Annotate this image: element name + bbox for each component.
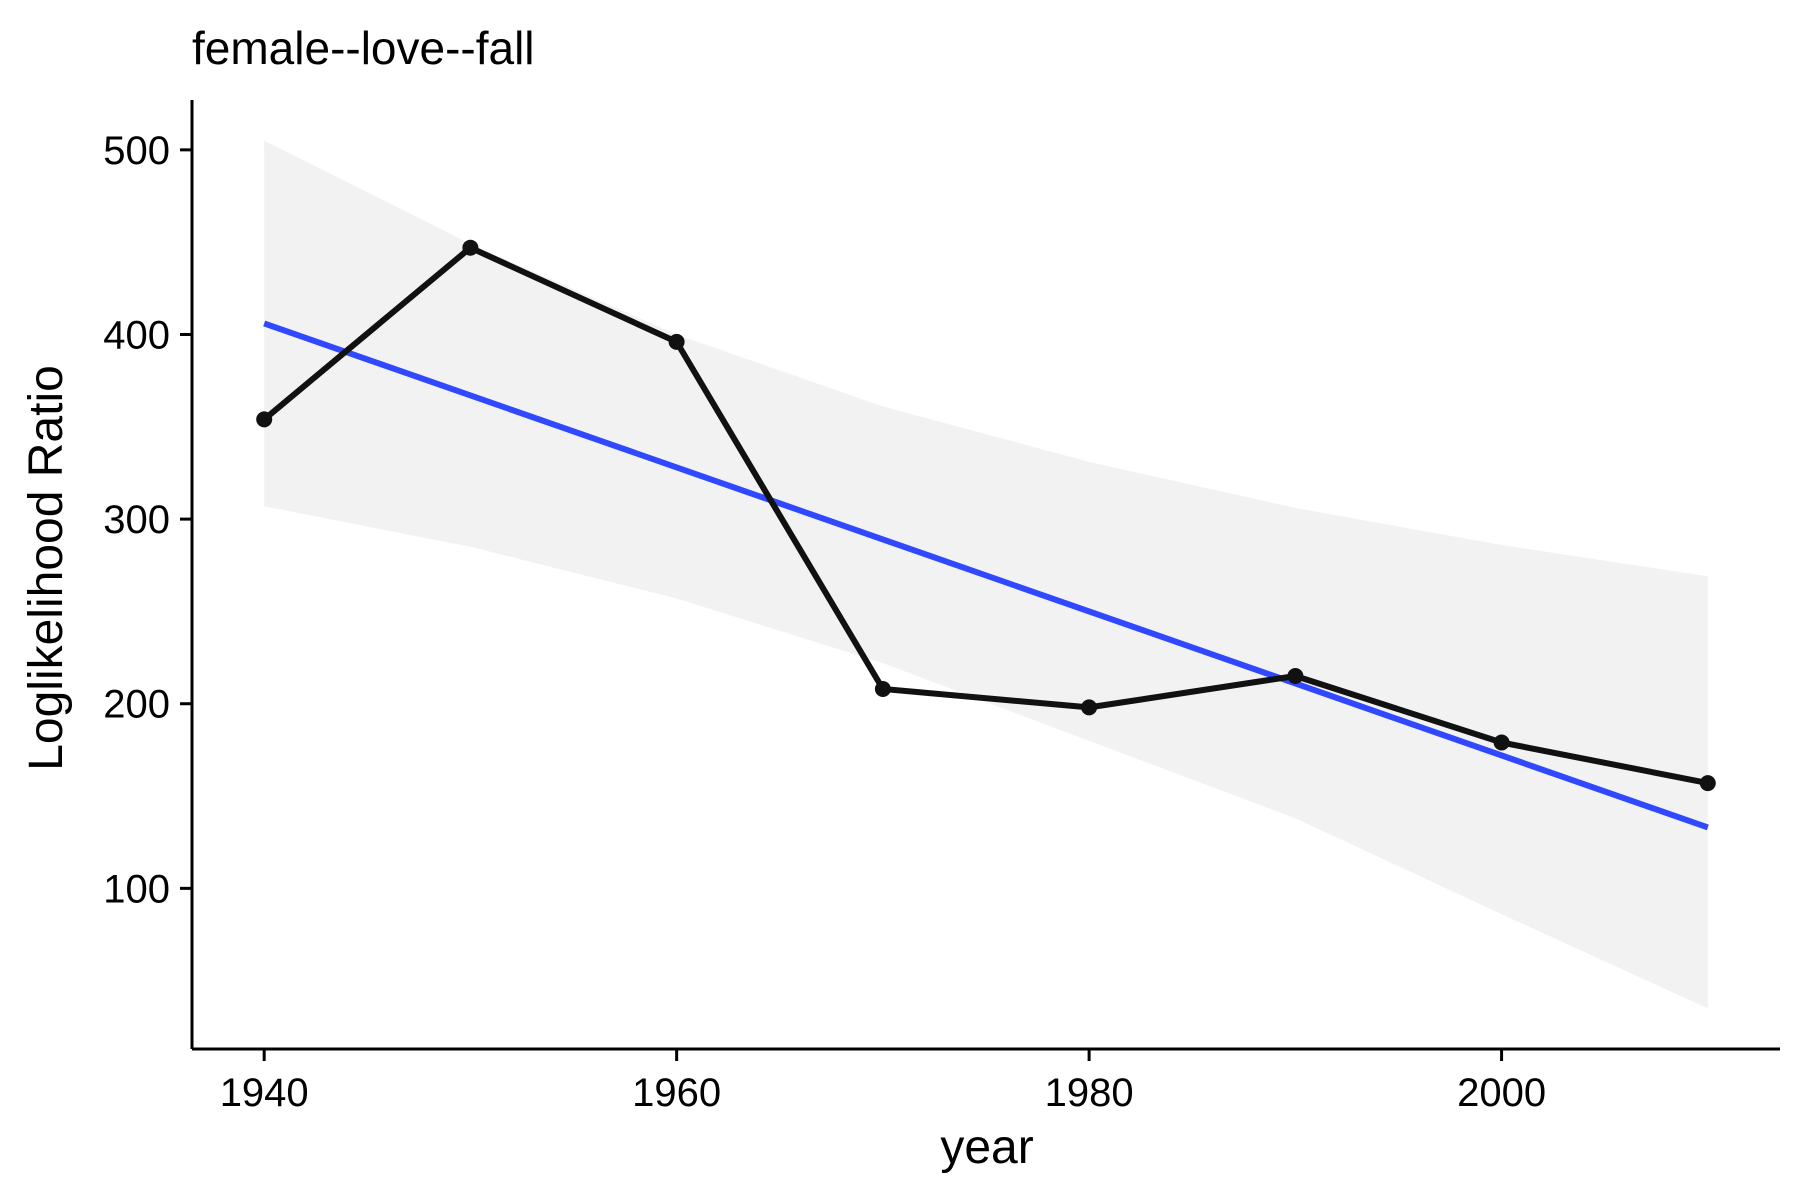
y-axis-title: Loglikelihood Ratio xyxy=(20,365,73,771)
y-tick-label-300: 300 xyxy=(103,498,170,542)
x-axis-title: year xyxy=(940,1121,1033,1174)
y-tick-label-200: 200 xyxy=(103,683,170,727)
y-tick-label-100: 100 xyxy=(103,867,170,911)
data-point-1950 xyxy=(462,239,479,256)
data-point-1970 xyxy=(874,681,891,697)
chart-title: female--love--fall xyxy=(192,22,535,74)
series-layer xyxy=(256,239,1716,792)
x-tick-label-1940: 1940 xyxy=(220,1071,309,1115)
y-tick-label-400: 400 xyxy=(103,313,170,357)
x-tick-label-1980: 1980 xyxy=(1045,1071,1134,1115)
data-point-1990 xyxy=(1287,668,1304,684)
trend-line xyxy=(263,320,1709,831)
data-point-2010 xyxy=(1699,775,1716,792)
data-point-1940 xyxy=(256,411,273,428)
y-tick-label-500: 500 xyxy=(103,129,170,173)
x-tick-label-1960: 1960 xyxy=(632,1071,721,1115)
trend-line-layer xyxy=(263,320,1709,831)
data-point-2000 xyxy=(1493,734,1510,751)
x-tick-label-2000: 2000 xyxy=(1457,1071,1546,1115)
series-line xyxy=(261,244,1711,787)
data-point-1960 xyxy=(668,333,685,350)
data-point-1980 xyxy=(1081,699,1098,716)
axes: 1940 1960 1980 2000 100 200 300 400 500 xyxy=(103,100,1780,1115)
